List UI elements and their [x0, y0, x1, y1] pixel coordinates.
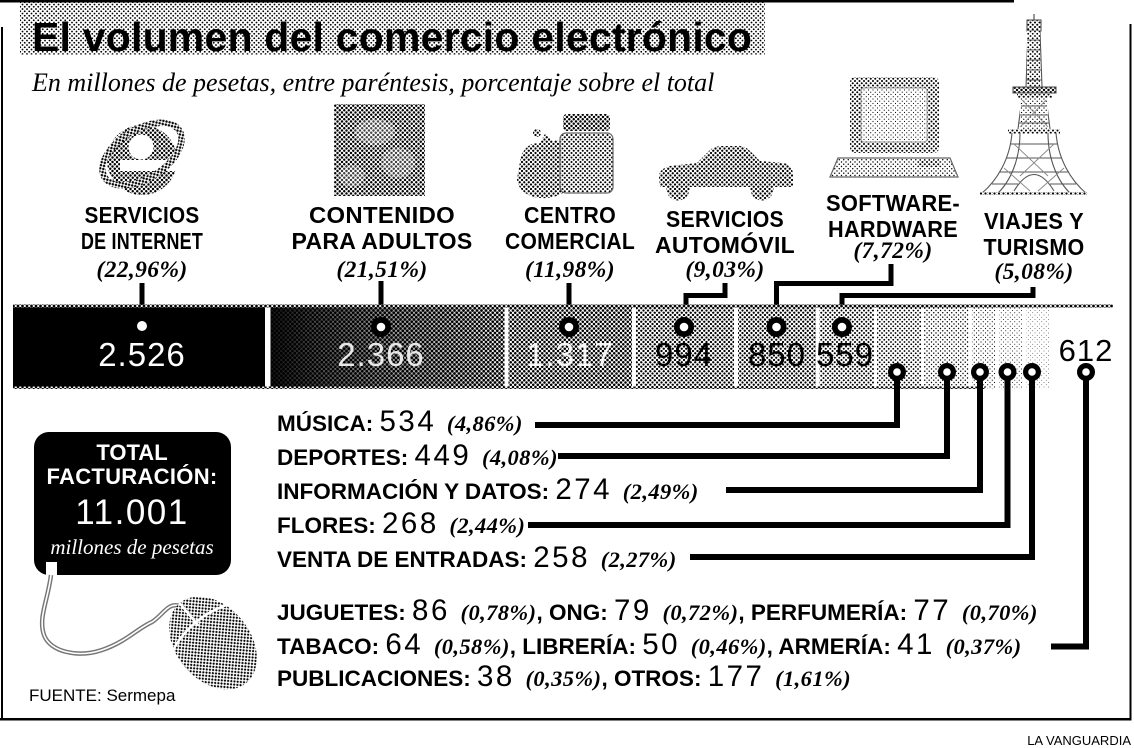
svg-text:TOTAL: TOTAL [96, 440, 167, 465]
svg-text:(7,72%): (7,72%) [853, 238, 932, 264]
svg-text:LA VANGUARDIA: LA VANGUARDIA [1027, 733, 1131, 748]
svg-text:FLORES: 268 (2,44%): FLORES: 268 (2,44%) [277, 507, 525, 540]
svg-text:millones de pesetas: millones de pesetas [50, 535, 213, 559]
svg-text:MÚSICA: 534 (4,86%): MÚSICA: 534 (4,86%) [277, 405, 523, 438]
svg-text:PARA ADULTOS: PARA ADULTOS [292, 228, 473, 254]
svg-text:(5,08%): (5,08%) [994, 259, 1073, 285]
svg-text:994: 994 [655, 336, 713, 373]
svg-text:FUENTE: Sermepa: FUENTE: Sermepa [29, 686, 176, 705]
svg-text:(21,51%): (21,51%) [336, 257, 427, 283]
svg-text:(11,98%): (11,98%) [525, 257, 615, 283]
svg-text:(22,96%): (22,96%) [96, 257, 187, 283]
svg-text:CONTENIDO: CONTENIDO [309, 202, 455, 228]
svg-text:TURISMO: TURISMO [984, 234, 1085, 260]
svg-text:11.001: 11.001 [75, 493, 188, 532]
svg-text:PUBLICACIONES: 38 (0,35%), OTR: PUBLICACIONES: 38 (0,35%), OTROS: 177 (1… [277, 660, 851, 693]
svg-text:SERVICIOS: SERVICIOS [85, 202, 200, 228]
svg-text:2.526: 2.526 [98, 336, 186, 373]
svg-text:HARDWARE: HARDWARE [828, 216, 958, 242]
svg-text:INFORMACIÓN Y DATOS: 274 (2,49: INFORMACIÓN Y DATOS: 274 (2,49%) [277, 473, 699, 506]
svg-text:JUGUETES: 86 (0,78%), ONG: 79: JUGUETES: 86 (0,78%), ONG: 79 (0,72%), P… [277, 594, 1038, 627]
svg-text:En millones de pesetas, entre: En millones de pesetas, entre paréntesis… [31, 68, 714, 97]
svg-text:SOFTWARE-: SOFTWARE- [826, 190, 960, 216]
svg-text:FACTURACIÓN:: FACTURACIÓN: [46, 464, 217, 489]
svg-text:1.317: 1.317 [526, 336, 614, 373]
svg-text:VIAJES Y: VIAJES Y [984, 208, 1084, 234]
svg-text:(9,03%): (9,03%) [685, 257, 764, 283]
svg-text:COMERCIAL: COMERCIAL [505, 228, 635, 254]
svg-text:SERVICIOS: SERVICIOS [666, 206, 784, 232]
svg-text:2.366: 2.366 [337, 336, 425, 373]
svg-text:VENTA DE ENTRADAS: 258 (2,27%): VENTA DE ENTRADAS: 258 (2,27%) [277, 541, 677, 574]
svg-text:DE INTERNET: DE INTERNET [81, 228, 203, 254]
svg-text:559: 559 [816, 336, 874, 373]
svg-text:612: 612 [1059, 333, 1114, 368]
svg-text:TABACO: 64 (0,58%), LIBRERÍA:: TABACO: 64 (0,58%), LIBRERÍA: 50 (0,46%)… [277, 628, 1022, 661]
svg-text:DEPORTES: 449 (4,08%): DEPORTES: 449 (4,08%) [277, 439, 558, 472]
svg-text:AUTOMÓVIL: AUTOMÓVIL [655, 231, 795, 258]
svg-text:El volumen del comercio electr: El volumen del comercio electrónico [32, 14, 752, 60]
svg-text:CENTRO: CENTRO [524, 202, 616, 228]
svg-text:850: 850 [748, 336, 806, 373]
